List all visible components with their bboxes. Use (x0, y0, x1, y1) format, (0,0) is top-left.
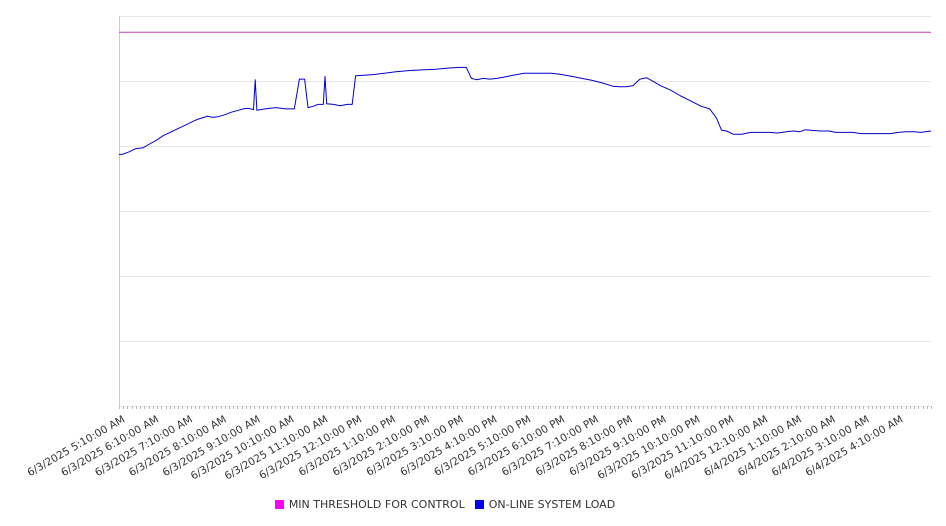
legend-swatch-system-load (474, 500, 484, 509)
grid-lines (119, 16, 931, 407)
legend-swatch-threshold (274, 500, 284, 509)
x-tick-labels: 6/3/2025 5:10:00 AM6/3/2025 6:10:00 AM6/… (25, 413, 905, 482)
series-line-system-load[interactable] (119, 66, 932, 155)
chart-canvas: 6/3/2025 5:10:00 AM6/3/2025 6:10:00 AM6/… (25, 16, 932, 482)
series-lines (119, 31, 932, 155)
legend-label-system-load: ON-LINE SYSTEM LOAD (488, 498, 616, 511)
axes (119, 16, 932, 409)
legend-item-system-load[interactable]: ON-LINE SYSTEM LOAD (474, 498, 616, 511)
legend-label-threshold: MIN THRESHOLD FOR CONTROL (288, 498, 465, 511)
legend-item-threshold[interactable]: MIN THRESHOLD FOR CONTROL (274, 498, 465, 511)
legend: MIN THRESHOLD FOR CONTROL ON-LINE SYSTEM… (0, 498, 890, 511)
